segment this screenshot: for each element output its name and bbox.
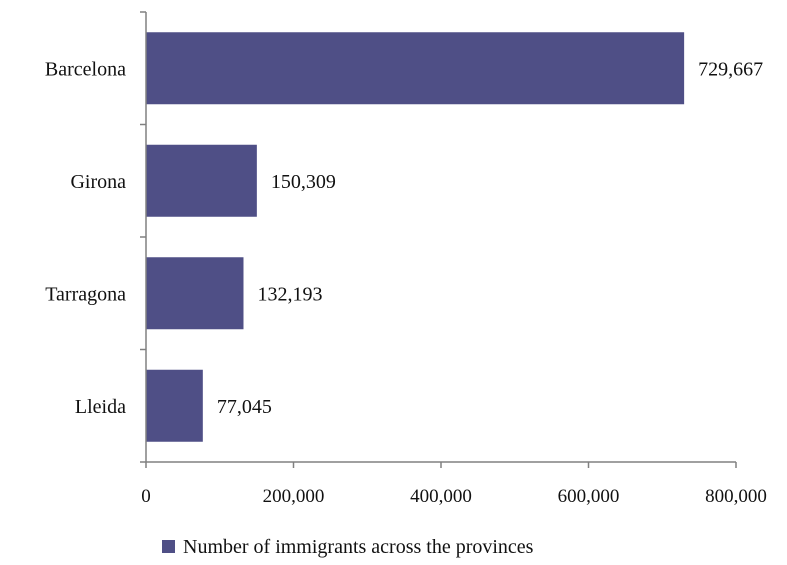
category-label-lleida: Lleida: [75, 396, 126, 418]
x-tick-label: 400,000: [410, 486, 472, 507]
x-tick-label: 0: [141, 486, 151, 507]
value-label-girona: 150,309: [271, 171, 336, 193]
x-tick-label: 600,000: [558, 486, 620, 507]
category-label-barcelona: Barcelona: [45, 58, 126, 80]
bars-group: [146, 32, 685, 442]
x-tick-label: 200,000: [263, 486, 325, 507]
value-labels-group: 729,667 150,309 132,193 77,045: [217, 58, 763, 418]
category-label-tarragona: Tarragona: [45, 283, 126, 305]
category-label-girona: Girona: [70, 171, 126, 193]
value-label-tarragona: 132,193: [257, 283, 322, 305]
bar-barcelona: [146, 32, 685, 105]
legend: Number of immigrants across the province…: [162, 536, 534, 558]
bar-girona: [146, 144, 257, 217]
value-label-lleida: 77,045: [217, 396, 272, 418]
category-labels-group: Barcelona Girona Tarragona Lleida: [45, 58, 126, 418]
x-ticks-group: [145, 462, 737, 468]
bar-tarragona: [146, 257, 244, 330]
legend-swatch: [162, 540, 175, 553]
legend-label: Number of immigrants across the province…: [183, 536, 534, 558]
y-ticks-group: [140, 11, 146, 463]
x-tick-label: 800,000: [705, 486, 767, 507]
bar-lleida: [146, 369, 203, 442]
value-label-barcelona: 729,667: [698, 58, 763, 80]
x-tick-labels-group: 0 200,000 400,000 600,000 800,000: [141, 486, 767, 507]
